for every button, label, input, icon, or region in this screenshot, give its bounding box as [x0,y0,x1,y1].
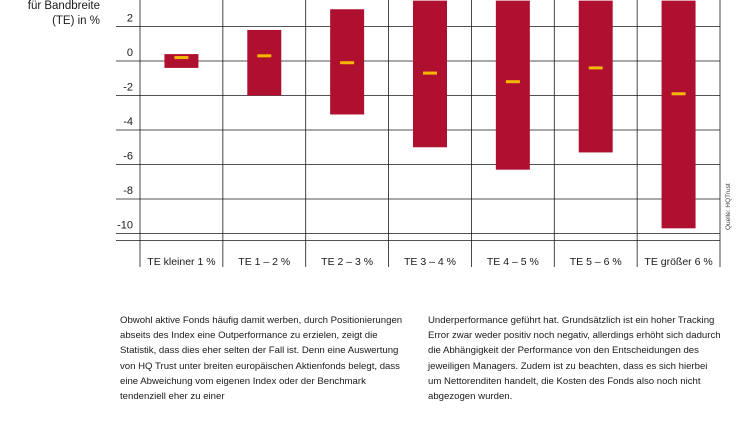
x-category-label: TE 1 – 2 % [238,256,290,268]
tracking-error-chart: 2 0 -2 -4 -6 -8 -10 TE kleiner 1 % TE 1 – 2 % TE … [116,0,721,268]
median-marker [174,56,189,60]
median-marker [423,71,437,75]
range-bar [578,0,613,153]
source-note: Quelle: HQTrust [725,183,732,230]
y-axis-label-line-1: für Bandbreite [27,0,100,12]
x-category-label: TE 2 – 3 % [321,256,373,268]
x-category-label: TE 5 – 6 % [570,256,622,268]
y-axis-label-line-2: (TE) in % [52,15,100,27]
median-marker [340,61,355,65]
y-tick-label: -6 [123,151,133,163]
range-bar [164,54,199,68]
median-marker [588,66,603,70]
x-category-label: TE 3 – 4 % [404,256,456,268]
range-bar [495,0,530,170]
range-bar [247,29,282,96]
median-marker [505,80,520,84]
y-tick-label: 2 [127,13,133,25]
range-bar [661,0,696,229]
body-text-left: Obwohl aktive Fonds häufig damit werben,… [120,315,403,403]
x-category-label: TE 4 – 5 % [487,256,539,268]
y-axis-label: für Bandbreite (TE) in % [28,0,100,29]
x-category-label: TE kleiner 1 % [147,256,215,268]
y-tick-label: -8 [123,185,133,197]
median-marker [257,54,272,58]
y-tick-label: 0 [127,47,133,59]
x-category-label: TE größer 6 % [644,256,712,268]
body-text-right: Underperformance geführt hat. Grundsätzl… [428,315,721,403]
median-marker [671,92,686,96]
y-tick-label: -4 [123,116,133,128]
y-tick-label: -2 [123,82,133,94]
y-tick-label: -10 [117,220,133,232]
